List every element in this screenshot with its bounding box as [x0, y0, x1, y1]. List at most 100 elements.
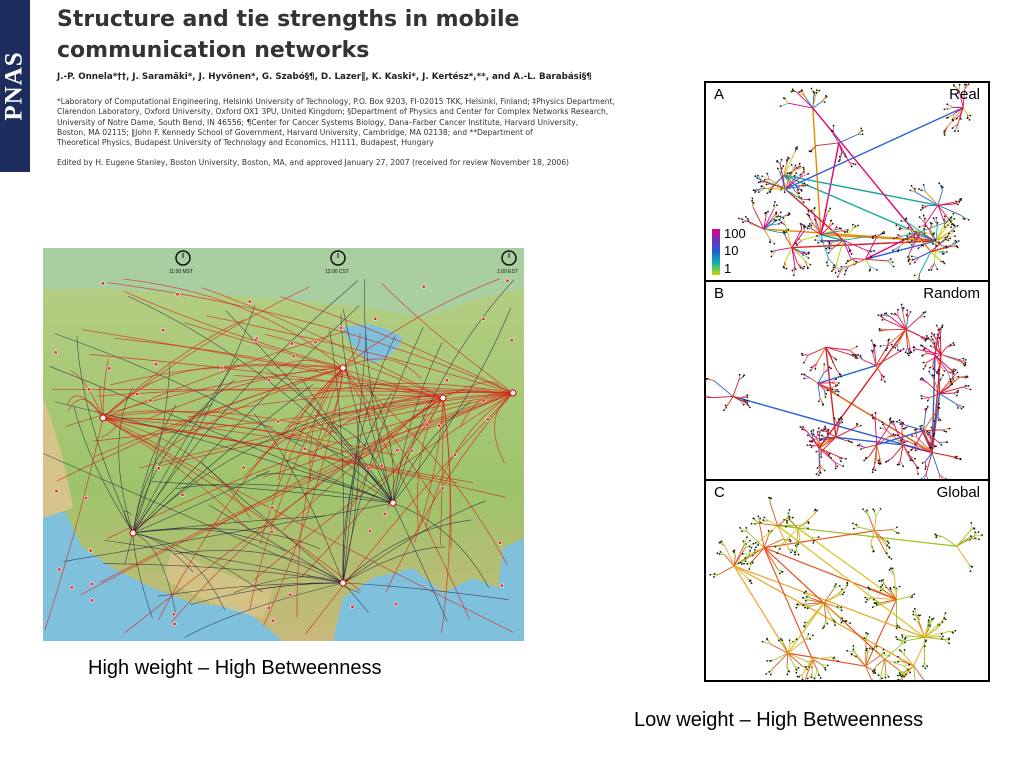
network-node	[786, 172, 789, 175]
network-link	[950, 225, 958, 232]
network-link	[956, 403, 962, 409]
network-link	[920, 205, 929, 211]
network-link	[828, 258, 835, 266]
network-node	[838, 373, 841, 376]
network-node	[905, 313, 908, 316]
network-node	[748, 568, 751, 570]
network-node	[933, 420, 936, 423]
network-node	[924, 667, 927, 670]
network-node	[800, 352, 803, 355]
network-link	[802, 659, 813, 675]
network-node	[739, 526, 741, 529]
city-dot	[481, 316, 486, 322]
network-node	[840, 265, 843, 268]
map-link	[342, 358, 422, 379]
network-node	[904, 426, 907, 429]
network-link	[724, 554, 735, 567]
network-link	[911, 185, 917, 193]
network-link	[791, 247, 796, 267]
network-link	[810, 363, 817, 371]
network-node	[782, 230, 785, 233]
network-node	[838, 155, 841, 158]
network-link	[769, 502, 779, 526]
network-node	[790, 90, 793, 93]
network-node	[800, 197, 803, 199]
network-link	[835, 240, 844, 266]
network-link	[839, 230, 845, 233]
affiliation-line: Theoretical Physics, Budapest University…	[57, 138, 434, 148]
network-node	[885, 460, 888, 463]
network-node	[878, 580, 881, 582]
network-node	[813, 539, 815, 542]
network-link	[753, 518, 759, 524]
network-node	[924, 311, 927, 313]
network-node	[946, 103, 949, 106]
city-dot	[291, 354, 296, 359]
map-link	[107, 282, 514, 394]
network-link	[743, 561, 752, 565]
network-link	[820, 450, 823, 458]
network-link	[835, 426, 856, 438]
network-link	[820, 142, 840, 235]
network-link	[816, 347, 827, 365]
network-node	[956, 371, 959, 374]
city-dot	[505, 278, 510, 283]
city-dot	[88, 548, 93, 553]
network-node	[806, 227, 809, 230]
network-node	[825, 393, 827, 395]
network-node	[808, 440, 811, 443]
network-link	[959, 107, 964, 116]
network-node	[856, 422, 858, 425]
network-node	[795, 671, 798, 674]
network-link	[919, 312, 924, 318]
network-link	[875, 353, 897, 366]
network-link	[951, 372, 958, 379]
network-node	[865, 632, 868, 634]
network-link	[796, 239, 803, 246]
network-link	[758, 187, 766, 193]
network-node	[905, 673, 908, 676]
network-link	[913, 665, 925, 680]
network-node	[803, 361, 805, 364]
network-node	[810, 430, 813, 433]
network-node	[800, 373, 803, 376]
network-link	[789, 525, 799, 529]
map-link	[79, 392, 514, 596]
network-node	[953, 84, 955, 86]
network-link	[940, 353, 962, 363]
network-node	[942, 260, 945, 263]
network-link	[777, 517, 788, 527]
network-node	[860, 448, 862, 451]
city-dot	[424, 422, 430, 427]
network-link	[875, 508, 881, 517]
network-node	[794, 553, 797, 556]
map-link	[43, 453, 344, 584]
hub-dot	[339, 364, 347, 372]
network-node	[887, 542, 890, 544]
network-link	[758, 522, 765, 548]
network-node	[913, 593, 916, 596]
map-link	[132, 384, 314, 534]
network-link	[818, 447, 836, 463]
network-node	[825, 247, 828, 250]
network-node	[720, 540, 723, 543]
network-link	[849, 162, 856, 165]
network-node	[894, 346, 897, 349]
network-node	[865, 649, 868, 652]
network-node	[939, 419, 942, 421]
network-link	[838, 592, 845, 596]
network-link	[837, 417, 842, 426]
network-node	[840, 606, 843, 609]
network-node	[846, 260, 849, 262]
map-link	[183, 322, 444, 399]
network-node	[782, 165, 785, 167]
network-link	[931, 452, 940, 475]
network-link	[785, 176, 801, 190]
caption-low-weight: Low weight – High Betweenness	[634, 709, 924, 731]
network-node	[852, 522, 854, 525]
network-node	[942, 635, 944, 638]
network-link	[936, 334, 938, 341]
network-link	[899, 419, 904, 425]
network-link	[807, 673, 813, 679]
network-node	[926, 665, 929, 668]
